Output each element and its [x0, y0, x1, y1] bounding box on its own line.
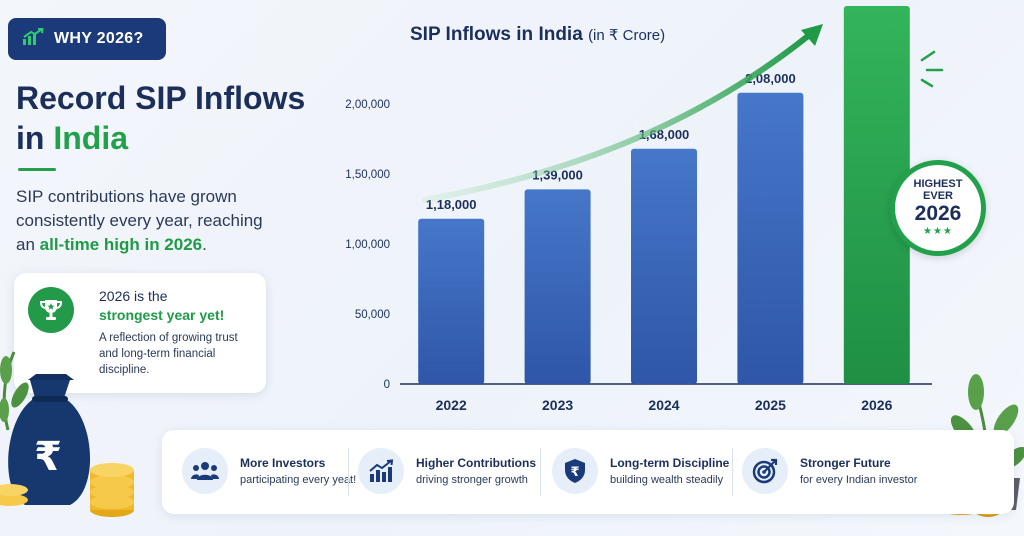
bar-2024: [631, 148, 697, 384]
money-bag-rupee-symbol: ₹: [34, 434, 62, 480]
sparkle-lines: [920, 50, 944, 88]
people-icon: [182, 448, 228, 494]
target-icon: [742, 448, 788, 494]
y-tick-label: 1,50,000: [345, 169, 390, 181]
seal-year: 2026: [914, 202, 962, 225]
seal-line-2: EVER: [923, 190, 953, 202]
growth-arrow: [422, 24, 823, 203]
seal-stars: ★★★: [923, 226, 953, 237]
feature-divider: [732, 448, 733, 496]
feature-title: Higher Contributions: [416, 456, 536, 470]
coin-stack-left: [0, 463, 134, 517]
x-tick-label: 2025: [755, 397, 786, 413]
bar-2026: [843, 6, 910, 384]
bar-chart-up-icon: [22, 26, 44, 51]
chart-bars: 1,18,00020221,39,00020231,68,00020242,08…: [418, 6, 910, 413]
title-line-2: in India: [16, 118, 305, 158]
feature-divider: [348, 448, 349, 496]
feature-more-investors: More Investors participating every yeat!: [182, 448, 356, 494]
why-2026-badge: WHY 2026?: [8, 18, 166, 60]
chart-title: SIP Inflows in India (in ₹ Crore): [410, 24, 665, 46]
feature-subtitle: building wealth steadily: [610, 474, 724, 486]
bar-value-label: 1,18,000: [426, 197, 477, 212]
bar-2023: [524, 189, 591, 384]
strongest-year-card: 2026 is the strongest year yet! A reflec…: [14, 273, 266, 393]
features-strip: More Investors participating every yeat! …: [162, 430, 1014, 514]
y-tick-label: 50,000: [355, 309, 390, 321]
growth-chart-icon: [358, 448, 404, 494]
feature-title: More Investors: [240, 456, 326, 470]
title-accent: India: [53, 120, 128, 156]
page-title: Record SIP Inflows in India: [16, 78, 305, 158]
feature-long-term-discipline: ₹ Long-term Discipline building wealth st…: [552, 448, 729, 494]
x-tick-label: 2026: [861, 397, 892, 413]
description-suffix: .: [202, 235, 207, 254]
title-underline: [18, 168, 56, 171]
bar-2025: [737, 92, 804, 385]
feature-title: Long-term Discipline: [610, 456, 730, 470]
feature-subtitle: participating every yeat!: [240, 474, 357, 486]
chart-title-text: SIP Inflows in India: [410, 24, 583, 45]
y-tick-label: 1,00,000: [345, 239, 390, 251]
feature-subtitle: driving stronger growth: [416, 474, 528, 486]
y-tick-label: 2,00,000: [345, 99, 390, 111]
feature-divider: [540, 448, 541, 496]
money-bag-illustration: ₹: [0, 351, 134, 517]
description-text: SIP contributions have grown consistentl…: [16, 187, 263, 230]
x-tick-label: 2023: [542, 397, 573, 413]
description: SIP contributions have grown consistentl…: [16, 185, 286, 257]
feature-subtitle: for every Indian investor: [800, 474, 918, 486]
rupee-shield-icon: ₹: [552, 448, 598, 494]
seal-line-1: HIGHEST: [913, 178, 963, 190]
highest-ever-seal: HIGHEST EVER 2026 ★★★: [890, 160, 986, 256]
bar-2022: [418, 218, 485, 384]
chart-axes: 0 50,000 1,00,000 1,50,000 2,00,000: [345, 99, 932, 391]
svg-text:₹: ₹: [570, 465, 579, 480]
feature-stronger-future: Stronger Future for every Indian investor: [742, 448, 917, 494]
feature-title: Stronger Future: [800, 456, 891, 470]
badge-label: WHY 2026?: [54, 30, 144, 47]
feature-higher-contributions: Higher Contributions driving stronger gro…: [358, 448, 536, 494]
trophy-icon: [28, 287, 74, 333]
description-an: an: [16, 235, 40, 254]
x-tick-label: 2022: [436, 397, 467, 413]
title-prefix: in: [16, 120, 54, 156]
y-tick-label: 0: [384, 379, 390, 391]
chart-title-unit: (in ₹ Crore): [588, 27, 666, 44]
description-highlight: all-time high in 2026: [39, 235, 203, 254]
card-strong-text: strongest year yet!: [99, 307, 225, 323]
title-line-1: Record SIP Inflows: [16, 80, 306, 116]
card-title: 2026 is the: [99, 288, 168, 304]
card-body: A reflection of growing trust and long-t…: [99, 332, 238, 376]
x-tick-label: 2024: [648, 397, 679, 413]
